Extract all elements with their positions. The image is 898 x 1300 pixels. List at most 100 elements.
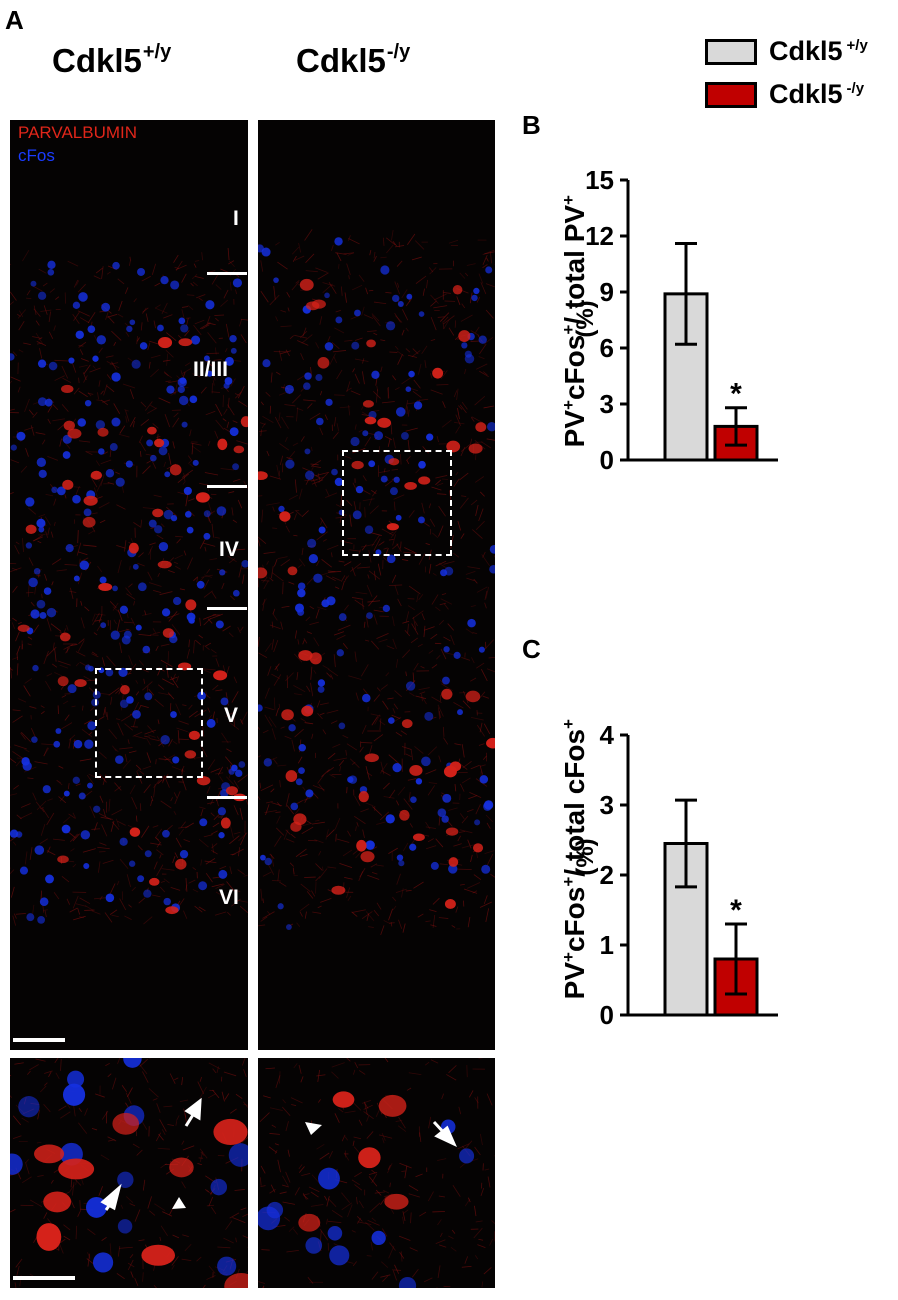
cfos-nucleus: [92, 355, 99, 362]
cfos-nucleus: [232, 463, 240, 471]
pv-cell: [432, 367, 444, 379]
cfos-nucleus: [80, 830, 91, 840]
pv-cell: [169, 1157, 194, 1178]
cfos-nucleus: [317, 679, 326, 687]
cfos-nucleus: [36, 518, 46, 528]
cfos-nucleus: [392, 763, 402, 773]
pv-cell: [169, 464, 182, 476]
pv-cell: [279, 511, 291, 522]
cfos-nucleus: [375, 549, 382, 556]
cfos-nucleus: [444, 566, 454, 576]
cfos-nucleus: [338, 613, 347, 621]
cfos-nucleus: [55, 728, 62, 734]
cfos-nucleus: [392, 294, 400, 303]
cfos-nucleus: [362, 430, 369, 437]
cfos-nucleus: [117, 1219, 133, 1234]
pv-cell: [258, 567, 268, 579]
cfos-nucleus: [285, 459, 295, 469]
cfos-nucleus: [380, 475, 388, 483]
cfos-nucleus: [318, 1167, 340, 1190]
cfos-nucleus: [374, 431, 384, 441]
pv-cell: [82, 516, 96, 528]
cfos-nucleus: [137, 875, 145, 883]
cfos-nucleus: [181, 421, 188, 428]
layer-label-v: V: [224, 704, 239, 727]
chart-c-significance: *: [730, 894, 742, 927]
cfos-nucleus: [297, 582, 306, 591]
cfos-nucleus: [241, 560, 248, 568]
genotype-wt-base: Cdkl5: [52, 42, 142, 79]
cfos-nucleus: [471, 294, 478, 302]
cfos-nucleus: [37, 291, 47, 300]
micrograph-wt-canvas: [10, 247, 248, 926]
cfos-nucleus: [298, 743, 306, 752]
pv-cell: [141, 1244, 176, 1266]
cfos-nucleus: [132, 563, 139, 570]
cfos-nucleus: [307, 538, 317, 548]
cfos-nucleus: [109, 443, 118, 451]
cfos-nucleus: [178, 395, 189, 406]
cfos-nucleus: [347, 776, 354, 783]
cfos-nucleus: [304, 448, 311, 455]
cfos-nucleus: [162, 829, 170, 838]
cfos-nucleus: [47, 260, 56, 269]
pv-cell: [58, 1158, 95, 1180]
cfos-nucleus: [164, 471, 171, 478]
pv-cell: [356, 839, 367, 852]
chart-b-ytick-label: 6: [600, 333, 614, 363]
pv-cell: [60, 384, 74, 394]
cfos-nucleus: [437, 808, 447, 818]
cfos-nucleus: [329, 1245, 350, 1266]
cfos-nucleus: [83, 863, 90, 870]
cfos-nucleus: [351, 341, 360, 350]
pv-cell: [384, 1193, 409, 1210]
cfos-nucleus: [459, 1148, 475, 1164]
cfos-nucleus: [191, 335, 201, 345]
cfos-nucleus: [334, 477, 344, 487]
pv-cell: [129, 827, 141, 837]
cfos-nucleus: [417, 516, 425, 524]
cfos-nucleus: [73, 739, 83, 749]
cfos-nucleus: [382, 604, 391, 613]
cfos-nucleus: [112, 585, 118, 592]
cfos-nucleus: [33, 567, 41, 575]
pv-cell: [386, 523, 399, 531]
cfos-nucleus: [216, 506, 227, 516]
pv-cell: [299, 278, 314, 291]
cfos-nucleus: [196, 580, 205, 589]
cfos-nucleus: [413, 401, 423, 410]
cfos-nucleus: [111, 417, 121, 427]
cfos-nucleus: [21, 757, 30, 766]
pv-cell: [298, 1213, 321, 1232]
pv-cell: [378, 1094, 407, 1117]
pv-cell: [98, 583, 113, 591]
pv-cell: [445, 827, 459, 836]
pv-cell: [25, 524, 37, 534]
cfos-nucleus: [119, 837, 128, 846]
cfos-nucleus: [371, 1230, 386, 1246]
cfos-nucleus: [486, 421, 495, 432]
cfos-nucleus: [220, 697, 229, 706]
pv-cell: [154, 438, 165, 448]
pv-cell: [34, 1144, 65, 1164]
cfos-nucleus: [489, 564, 495, 574]
cfos-nucleus: [298, 767, 305, 774]
arrow-icon: [432, 1120, 457, 1148]
cfos-nucleus: [315, 373, 323, 382]
pv-cell: [217, 438, 228, 451]
cfos-nucleus: [324, 342, 334, 351]
cfos-nucleus: [418, 460, 426, 469]
pv-cell: [59, 632, 71, 642]
cfos-nucleus: [51, 486, 58, 494]
legend-label-wt-sup: +/y: [846, 37, 868, 54]
cfos-nucleus: [157, 324, 164, 332]
pv-cell: [446, 440, 461, 453]
cfos-nucleus: [258, 704, 263, 712]
cfos-nucleus: [230, 347, 237, 354]
cfos-nucleus: [43, 587, 52, 595]
cfos-nucleus: [232, 589, 240, 597]
pv-cell: [233, 445, 245, 454]
pv-cell: [448, 857, 459, 867]
cfos-nucleus: [316, 417, 324, 426]
